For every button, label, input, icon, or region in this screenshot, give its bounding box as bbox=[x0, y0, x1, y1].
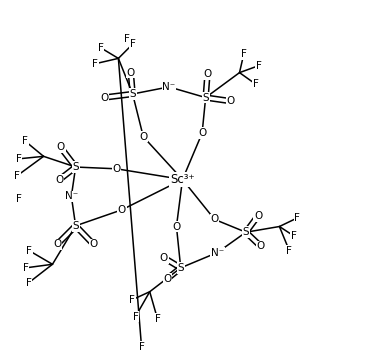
Text: O: O bbox=[164, 274, 172, 284]
Text: S: S bbox=[243, 227, 249, 237]
Text: S: S bbox=[72, 162, 79, 172]
Text: O: O bbox=[118, 205, 126, 215]
Text: O: O bbox=[53, 239, 61, 250]
Text: O: O bbox=[89, 239, 97, 250]
Text: F: F bbox=[139, 342, 145, 352]
Text: F: F bbox=[26, 278, 31, 288]
Text: O: O bbox=[172, 222, 181, 232]
Text: F: F bbox=[132, 312, 138, 322]
Text: F: F bbox=[97, 43, 104, 53]
Text: F: F bbox=[14, 171, 20, 181]
Text: N⁻: N⁻ bbox=[162, 82, 176, 92]
Text: O: O bbox=[211, 214, 219, 224]
Text: O: O bbox=[226, 96, 235, 106]
Text: S: S bbox=[129, 89, 136, 99]
Text: F: F bbox=[256, 61, 262, 70]
Text: F: F bbox=[124, 34, 130, 44]
Text: N⁻: N⁻ bbox=[211, 247, 224, 257]
Text: F: F bbox=[16, 194, 22, 204]
Text: O: O bbox=[198, 128, 206, 138]
Text: F: F bbox=[130, 39, 135, 49]
Text: S: S bbox=[202, 93, 209, 103]
Text: F: F bbox=[291, 231, 297, 241]
Text: F: F bbox=[92, 59, 98, 69]
Text: F: F bbox=[23, 263, 29, 273]
Text: F: F bbox=[155, 314, 161, 324]
Text: O: O bbox=[139, 132, 147, 142]
Text: O: O bbox=[112, 164, 121, 174]
Text: F: F bbox=[129, 295, 135, 305]
Text: F: F bbox=[241, 49, 247, 59]
Text: O: O bbox=[127, 67, 135, 78]
Text: O: O bbox=[160, 253, 168, 263]
Text: O: O bbox=[57, 143, 65, 153]
Text: F: F bbox=[26, 246, 32, 256]
Text: S: S bbox=[177, 263, 184, 273]
Text: O: O bbox=[254, 211, 262, 221]
Text: F: F bbox=[294, 213, 300, 223]
Text: Sc³⁺: Sc³⁺ bbox=[170, 173, 195, 186]
Text: N⁻: N⁻ bbox=[65, 191, 78, 201]
Text: O: O bbox=[203, 69, 212, 79]
Text: O: O bbox=[257, 242, 265, 251]
Text: O: O bbox=[55, 174, 64, 185]
Text: F: F bbox=[139, 342, 145, 352]
Text: F: F bbox=[287, 246, 292, 256]
Text: F: F bbox=[253, 79, 258, 89]
Text: F: F bbox=[16, 154, 22, 164]
Text: O: O bbox=[100, 93, 108, 103]
Text: S: S bbox=[72, 221, 79, 231]
Text: F: F bbox=[22, 136, 28, 146]
